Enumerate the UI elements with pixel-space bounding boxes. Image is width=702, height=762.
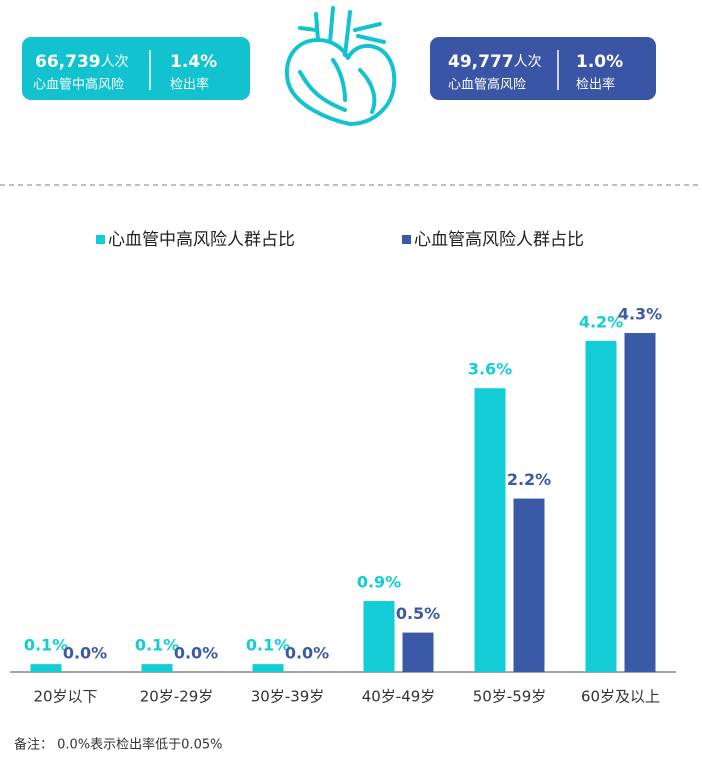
bar <box>585 340 617 672</box>
value-label: 0.1% <box>135 636 179 655</box>
value-label: 0.9% <box>357 573 401 592</box>
stat-number: 66,739人次 <box>35 52 129 72</box>
stat-label: 心血管高风险 <box>448 77 526 93</box>
value-label: 4.3% <box>618 305 662 324</box>
bar <box>402 632 434 672</box>
x-tick-label: 60岁及以上 <box>581 688 660 706</box>
note: 备注： 0.0%表示检出率低于0.05% <box>14 737 222 753</box>
value-label: 0.5% <box>396 604 440 623</box>
bar <box>30 664 62 672</box>
stat-box <box>22 37 250 100</box>
x-tick-label: 30岁-39岁 <box>251 688 325 706</box>
bar <box>474 388 506 672</box>
stat-rate-label: 检出率 <box>170 77 209 93</box>
x-tick-label: 20岁以下 <box>33 688 97 706</box>
bar <box>363 601 395 672</box>
value-label: 2.2% <box>507 470 551 489</box>
stat-unit: 人次 <box>514 54 542 70</box>
stat-number: 49,777人次 <box>448 52 542 72</box>
value-label: 4.2% <box>579 312 623 331</box>
heart-icon <box>284 6 397 126</box>
value-label: 0.0% <box>285 644 329 663</box>
stat-box <box>430 37 656 100</box>
value-label: 0.0% <box>174 644 218 663</box>
stat-value: 49,777 <box>448 52 514 72</box>
bar <box>141 664 173 672</box>
value-label: 0.1% <box>246 636 290 655</box>
x-tick-label: 20岁-29岁 <box>140 688 214 706</box>
legend-swatch <box>402 235 411 244</box>
bar <box>513 498 545 672</box>
value-label: 0.1% <box>24 636 68 655</box>
value-label: 3.6% <box>468 360 512 379</box>
legend-swatch <box>96 235 105 244</box>
stat-rate-label: 检出率 <box>576 77 615 93</box>
x-tick-label: 40岁-49岁 <box>362 688 436 706</box>
stat-rate: 1.0% <box>576 52 623 72</box>
stat-label: 心血管中高风险 <box>33 77 124 93</box>
value-label: 0.0% <box>63 644 107 663</box>
x-tick-label: 50岁-59岁 <box>473 688 547 706</box>
stat-unit: 人次 <box>101 54 129 70</box>
stat-rate: 1.4% <box>170 52 217 72</box>
bar <box>624 333 656 672</box>
stat-value: 66,739 <box>35 52 101 72</box>
legend-label: 心血管高风险人群占比 <box>414 230 584 250</box>
bar <box>252 664 284 672</box>
legend-label: 心血管中高风险人群占比 <box>108 230 295 250</box>
